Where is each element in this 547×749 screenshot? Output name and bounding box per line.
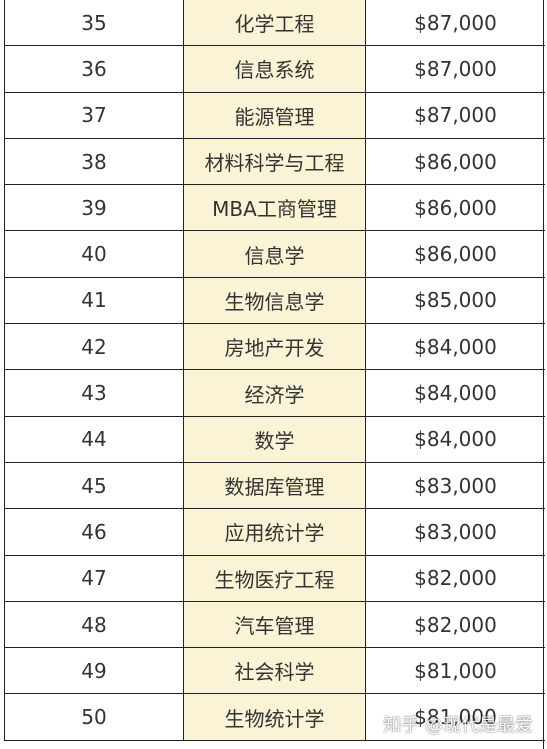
table-row: 47 生物医疗工程 $82,000 (4, 554, 545, 602)
table-row: 50 生物统计学 $81,000 (4, 693, 545, 741)
table-right-border (543, 0, 544, 749)
rank-cell: 47 (4, 554, 184, 602)
rank-cell: 45 (4, 461, 184, 510)
major-cell: 能源管理 (183, 91, 366, 139)
salary-cell: $86,000 (365, 184, 545, 232)
major-cell: 化学工程 (183, 0, 366, 47)
major-cell: 数学 (183, 415, 366, 463)
salary-cell: $82,000 (365, 554, 545, 602)
major-cell: 生物医疗工程 (183, 554, 366, 602)
table-row: 44 数学 $84,000 (4, 415, 545, 463)
table-row: 39 MBA工商管理 $86,000 (4, 184, 545, 232)
major-cell: 生物信息学 (183, 276, 366, 325)
watermark: 知乎 @现代是最爱 (383, 715, 533, 736)
table-row: 36 信息系统 $87,000 (4, 45, 545, 93)
rank-cell: 44 (4, 415, 184, 463)
table-row: 37 能源管理 $87,000 (4, 91, 545, 139)
table-row: 35 化学工程 $87,000 (4, 0, 545, 47)
salary-cell: $83,000 (365, 508, 545, 556)
rank-cell: 41 (4, 276, 184, 325)
major-cell: 信息系统 (183, 45, 366, 93)
table-row: 49 社会科学 $81,000 (4, 647, 545, 695)
major-cell: 生物统计学 (183, 693, 366, 741)
rank-cell: 38 (4, 137, 184, 186)
major-cell: 信息学 (183, 230, 366, 278)
table-row: 42 房地产开发 $84,000 (4, 323, 545, 371)
table-row: 40 信息学 $86,000 (4, 230, 545, 278)
table-row: 45 数据库管理 $83,000 (4, 461, 545, 510)
table-row: 38 材料科学与工程 $86,000 (4, 137, 545, 186)
rank-cell: 35 (4, 0, 184, 47)
rank-cell: 39 (4, 184, 184, 232)
salary-cell: $87,000 (365, 0, 545, 47)
major-cell: 经济学 (183, 369, 366, 417)
rank-cell: 40 (4, 230, 184, 278)
rank-cell: 46 (4, 508, 184, 556)
salary-cell: $83,000 (365, 461, 545, 510)
salary-cell: $84,000 (365, 369, 545, 417)
salary-cell: $81,000 (365, 647, 545, 695)
salary-cell: $86,000 (365, 230, 545, 278)
major-cell: 应用统计学 (183, 508, 366, 556)
salary-table: 35 化学工程 $87,000 36 信息系统 $87,000 37 能源管理 … (4, 0, 545, 741)
table-row: 46 应用统计学 $83,000 (4, 508, 545, 556)
salary-cell: $86,000 (365, 137, 545, 186)
major-cell: MBA工商管理 (183, 184, 366, 232)
salary-cell: $82,000 (365, 600, 545, 649)
rank-cell: 37 (4, 91, 184, 139)
table-row: 48 汽车管理 $82,000 (4, 600, 545, 649)
rank-cell: 42 (4, 323, 184, 371)
major-cell: 房地产开发 (183, 323, 366, 371)
major-cell: 汽车管理 (183, 600, 366, 649)
rank-cell: 43 (4, 369, 184, 417)
rank-cell: 50 (4, 693, 184, 741)
table-row: 43 经济学 $84,000 (4, 369, 545, 417)
table-row: 41 生物信息学 $85,000 (4, 276, 545, 325)
major-cell: 数据库管理 (183, 461, 366, 510)
salary-table-body: 35 化学工程 $87,000 36 信息系统 $87,000 37 能源管理 … (4, 0, 545, 741)
rank-cell: 49 (4, 647, 184, 695)
salary-cell: $84,000 (365, 415, 545, 463)
major-cell: 材料科学与工程 (183, 137, 366, 186)
salary-cell: $85,000 (365, 276, 545, 325)
rank-cell: 36 (4, 45, 184, 93)
salary-cell: $87,000 (365, 45, 545, 93)
rank-cell: 48 (4, 600, 184, 649)
salary-cell: $84,000 (365, 323, 545, 371)
salary-cell: $81,000 (365, 693, 545, 741)
salary-cell: $87,000 (365, 91, 545, 139)
major-cell: 社会科学 (183, 647, 366, 695)
